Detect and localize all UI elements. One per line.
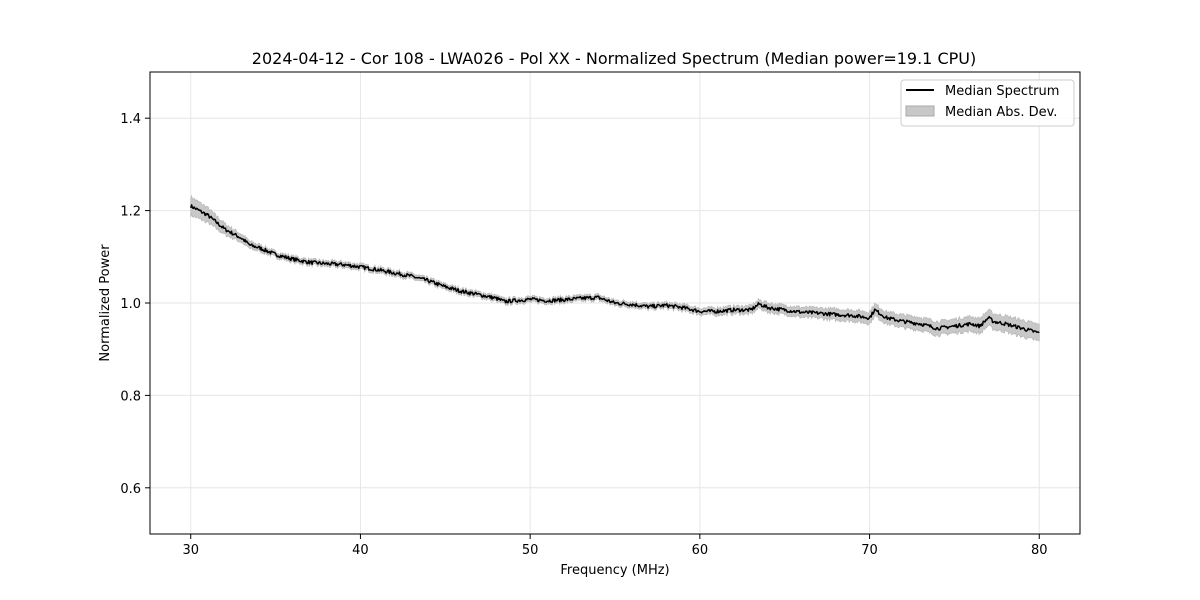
y-axis-label: Normalized Power: [98, 244, 113, 362]
median-line-layer: [190, 204, 1040, 334]
chart-title: 2024-04-12 - Cor 108 - LWA026 - Pol XX -…: [252, 49, 976, 68]
x-tick-label: 40: [352, 543, 369, 558]
x-tick-label: 80: [1031, 543, 1048, 558]
y-tick-label: 0.8: [120, 389, 141, 404]
x-axis-label: Frequency (MHz): [560, 563, 669, 578]
legend-median-label: Median Spectrum: [945, 84, 1059, 99]
ticks: 30 40 50 60 70 80 0.6 0.8 1.0 1.2 1.4: [120, 112, 1047, 558]
x-tick-label: 50: [522, 543, 539, 558]
y-tick-label: 1.2: [120, 205, 141, 220]
legend: Median Spectrum Median Abs. Dev.: [900, 79, 1075, 127]
y-tick-label: 0.6: [120, 482, 141, 497]
legend-box: [900, 79, 1075, 127]
legend-mad-label: Median Abs. Dev.: [945, 105, 1057, 120]
median-spectrum-line: [190, 204, 1040, 334]
x-tick-label: 30: [182, 543, 199, 558]
y-tick-label: 1.0: [120, 297, 141, 312]
y-tick-label: 1.4: [120, 112, 141, 127]
x-tick-label: 70: [861, 543, 878, 558]
legend-mad-swatch: [905, 105, 935, 117]
x-tick-label: 60: [692, 543, 709, 558]
